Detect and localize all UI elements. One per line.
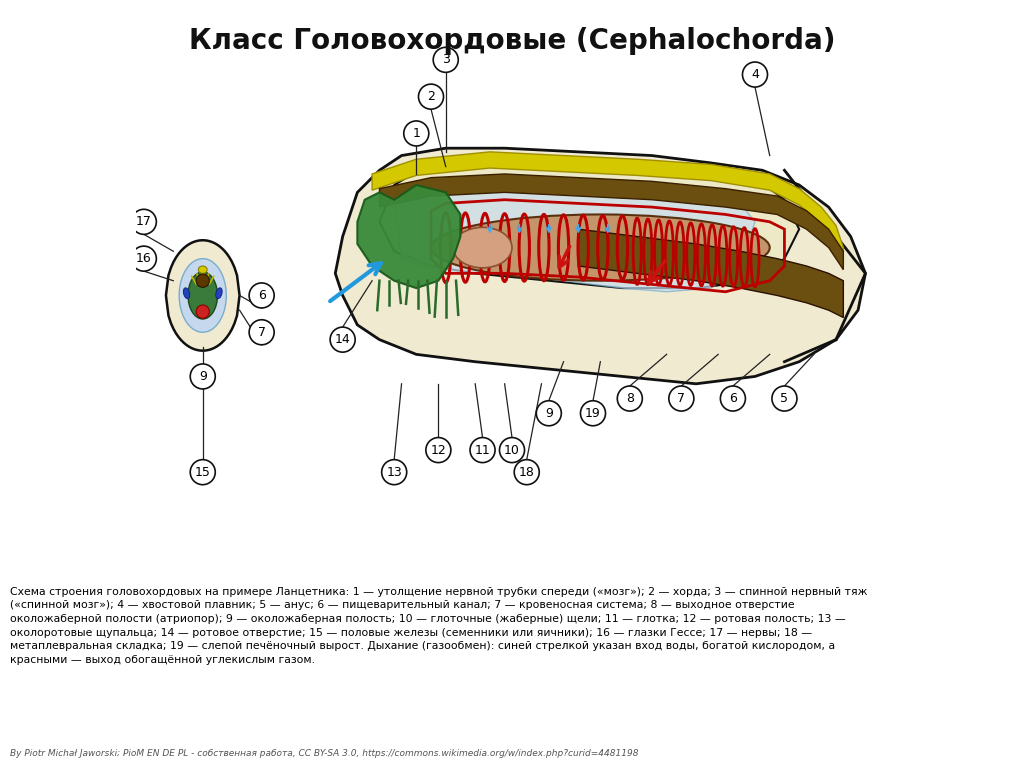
- Circle shape: [742, 62, 768, 87]
- Ellipse shape: [188, 272, 217, 319]
- Text: 5: 5: [780, 392, 788, 405]
- Circle shape: [249, 320, 274, 345]
- Circle shape: [419, 84, 443, 109]
- Text: 7: 7: [677, 392, 685, 405]
- Circle shape: [190, 364, 215, 389]
- Circle shape: [537, 400, 561, 426]
- Ellipse shape: [199, 266, 207, 273]
- Circle shape: [403, 121, 429, 146]
- Circle shape: [426, 437, 451, 463]
- Circle shape: [500, 437, 524, 463]
- Circle shape: [197, 274, 209, 288]
- Circle shape: [470, 437, 495, 463]
- Polygon shape: [380, 174, 844, 270]
- Circle shape: [131, 209, 157, 235]
- Circle shape: [514, 459, 540, 485]
- Ellipse shape: [431, 215, 770, 281]
- Text: 6: 6: [258, 289, 265, 302]
- Text: Схема строения головохордовых на примере Ланцетника: 1 — утолщение нервной трубк: Схема строения головохордовых на примере…: [10, 587, 867, 665]
- Circle shape: [330, 327, 355, 352]
- Polygon shape: [179, 258, 226, 332]
- Text: 17: 17: [136, 216, 152, 229]
- Text: 14: 14: [335, 333, 350, 346]
- Text: 16: 16: [136, 252, 152, 265]
- Polygon shape: [579, 229, 844, 318]
- Circle shape: [581, 400, 605, 426]
- Circle shape: [131, 246, 157, 272]
- Circle shape: [382, 459, 407, 485]
- Text: 2: 2: [427, 91, 435, 103]
- Ellipse shape: [216, 288, 222, 298]
- Text: 12: 12: [430, 443, 446, 456]
- Text: 9: 9: [199, 370, 207, 383]
- Circle shape: [249, 283, 274, 308]
- Text: Класс Головохордовые (Cephalochorda): Класс Головохордовые (Cephalochorda): [188, 27, 836, 55]
- Text: 10: 10: [504, 443, 520, 456]
- Text: 13: 13: [386, 466, 402, 479]
- Text: 8: 8: [626, 392, 634, 405]
- Text: 1: 1: [413, 127, 420, 140]
- Polygon shape: [394, 181, 755, 291]
- Text: 15: 15: [195, 466, 211, 479]
- Ellipse shape: [183, 288, 189, 298]
- Circle shape: [433, 48, 459, 72]
- Text: 6: 6: [729, 392, 737, 405]
- Text: 11: 11: [475, 443, 490, 456]
- Polygon shape: [380, 160, 799, 288]
- Polygon shape: [335, 148, 865, 384]
- Circle shape: [772, 386, 797, 411]
- Ellipse shape: [453, 227, 512, 268]
- Text: 4: 4: [751, 68, 759, 81]
- Polygon shape: [357, 185, 461, 288]
- Circle shape: [197, 305, 209, 318]
- Text: By Piotr Michał Jaworski; PioM EN DE PL - собственная работа, CC BY-SA 3.0, http: By Piotr Michał Jaworski; PioM EN DE PL …: [10, 749, 639, 758]
- Text: 18: 18: [519, 466, 535, 479]
- Polygon shape: [372, 152, 844, 264]
- Text: 9: 9: [545, 407, 553, 420]
- Circle shape: [617, 386, 642, 411]
- Circle shape: [720, 386, 745, 411]
- Circle shape: [190, 459, 215, 485]
- Text: 7: 7: [258, 326, 265, 339]
- Text: 19: 19: [585, 407, 601, 420]
- Circle shape: [669, 386, 694, 411]
- Text: 3: 3: [441, 54, 450, 66]
- Polygon shape: [166, 240, 240, 351]
